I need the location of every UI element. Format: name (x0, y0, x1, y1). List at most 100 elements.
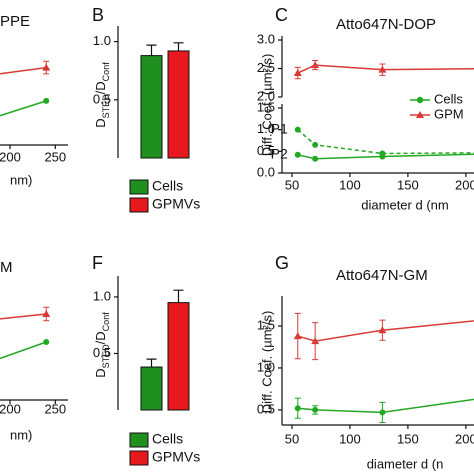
y-axis-label: Diff. Coef. (µm²/s) (259, 311, 274, 414)
point (43, 97, 50, 104)
y-tick-label: 1.0 (93, 33, 111, 48)
legend-label: Cells (152, 178, 183, 194)
chart-title: M (0, 259, 13, 276)
point (379, 153, 386, 160)
y-label-part: Conf (101, 312, 111, 332)
y-tick-label: 1.0 (93, 288, 111, 303)
chart-title: PPE (0, 13, 30, 30)
x-tick-label: 200 (0, 401, 21, 416)
panel-letter: G (275, 253, 289, 273)
legend-marker (416, 96, 424, 104)
panel-letter: F (92, 253, 103, 273)
legend-swatch (129, 432, 149, 448)
y-tick-label: 3.0 (257, 31, 275, 46)
point (43, 339, 50, 345)
x-tick-label: 50 (285, 431, 299, 446)
y-label-part: STED (101, 94, 111, 119)
point (293, 332, 302, 340)
series-line (297, 129, 474, 155)
y-tick-label: 1.5 (257, 317, 275, 332)
point (311, 61, 320, 69)
y-axis-label: DSTED/DConf (93, 312, 111, 378)
bar (167, 50, 190, 159)
legend-label: Cells (434, 91, 463, 106)
chart-title: Atto647N-GM (336, 267, 428, 284)
point (294, 151, 301, 158)
point (294, 405, 301, 412)
y-tick-label: 2.0 (257, 88, 275, 103)
point (312, 406, 319, 413)
error-bar (173, 42, 184, 51)
x-tick-label: 200 (0, 149, 21, 164)
series-line (297, 398, 474, 414)
x-tick-label: 200 (455, 431, 474, 446)
series-line (297, 64, 474, 74)
y-axis-label: Diff. Coef. (µm²/s) (259, 54, 274, 157)
point (294, 126, 301, 133)
legend-label: GPM (434, 106, 464, 121)
legend-swatch (129, 450, 149, 466)
y-tick-label: 2.5 (257, 60, 275, 75)
panel-letter: C (275, 5, 288, 25)
point (293, 69, 302, 77)
x-axis-label: nm) (10, 172, 32, 187)
error-bar (146, 44, 157, 56)
series-line (0, 313, 47, 320)
y-tick-label: 1.0 (257, 121, 275, 136)
point (311, 337, 320, 345)
x-axis-label: nm) (10, 427, 32, 442)
point (312, 155, 319, 162)
x-tick-label: 150 (397, 431, 419, 446)
series-label: P1 (271, 120, 288, 136)
error-bar (146, 358, 157, 368)
y-tick-label: 1.0 (257, 359, 275, 374)
point (378, 326, 387, 334)
x-tick-label: 100 (339, 177, 361, 192)
y-label-part: /D (93, 81, 108, 94)
series-line (0, 66, 47, 75)
y-tick-label: 1.5 (257, 99, 275, 114)
point (312, 141, 319, 148)
legend-marker (416, 111, 424, 118)
series-line (297, 320, 474, 342)
x-axis-label: diameter d (n (367, 456, 444, 471)
y-tick-label: 0.5 (93, 91, 111, 106)
x-axis-label: diameter d (nm (361, 197, 448, 212)
y-tick-label: 0.5 (257, 401, 275, 416)
y-label-part: STED (101, 344, 111, 369)
legend-swatch (129, 179, 149, 195)
bar (140, 55, 163, 159)
series-label: P2 (271, 146, 288, 162)
legend-label: GPMVs (152, 196, 200, 212)
legend-swatch (129, 197, 149, 213)
x-tick-label: 200 (455, 177, 474, 192)
legend-label: GPMVs (152, 449, 200, 465)
legend-label: Cells (152, 431, 183, 447)
point (379, 409, 386, 416)
point (42, 309, 51, 317)
x-tick-label: 250 (44, 149, 66, 164)
bar (167, 302, 190, 411)
y-tick-label: 0.5 (257, 143, 275, 158)
panel-letter: B (92, 5, 104, 25)
y-label-part: D (93, 118, 108, 127)
x-tick-label: 50 (285, 177, 299, 192)
series-line (0, 341, 47, 360)
x-tick-label: 100 (339, 431, 361, 446)
y-label-part: D (93, 368, 108, 377)
error-bar (173, 289, 184, 303)
series-line (0, 100, 47, 117)
chart-title: Atto647N-DOP (336, 16, 436, 33)
y-tick-label: 0.5 (93, 345, 111, 360)
x-tick-label: 250 (44, 401, 66, 416)
bar (140, 366, 163, 411)
point (378, 65, 387, 73)
y-axis-label: DSTED/DConf (93, 62, 111, 128)
y-label-part: /D (93, 331, 108, 344)
y-tick-label: 0.0 (257, 164, 275, 179)
series-line (297, 153, 474, 160)
y-label-part: Conf (101, 62, 111, 82)
point (42, 63, 51, 71)
x-tick-label: 150 (397, 177, 419, 192)
